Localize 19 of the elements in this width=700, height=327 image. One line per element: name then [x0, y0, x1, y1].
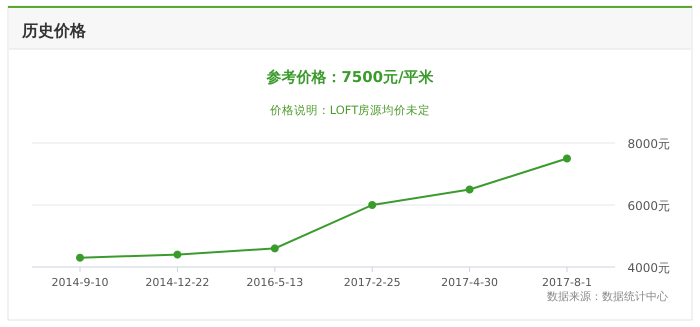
point [173, 250, 182, 259]
point [76, 254, 84, 262]
text: 价格说明：LOFT房源均价未定 [268, 103, 430, 117]
chart-title: 历史价格 [21, 21, 87, 40]
y-tick-label: 4000元 [627, 261, 670, 275]
x-tick-label: 2017-2-25 [344, 276, 401, 289]
x-tick-label: 2014-12-22 [145, 276, 210, 289]
x-tick-label: 2014-9-10 [52, 276, 108, 289]
source-note: 数据来源：数据统计中心 [547, 290, 668, 303]
point [466, 186, 474, 194]
x-tick-label: 2016-5-13 [246, 276, 304, 289]
point [270, 244, 279, 252]
chart-subtitle: 参考价格：7500元/平米 [265, 68, 435, 86]
y-tick-label: 8000元 [627, 137, 670, 151]
x-tick-label: 2017-4-30 [441, 276, 498, 289]
x-tick-label: 2017-8-1 [542, 276, 592, 289]
point [563, 154, 571, 162]
point [368, 201, 376, 209]
y-tick-label: 6000元 [627, 199, 670, 213]
